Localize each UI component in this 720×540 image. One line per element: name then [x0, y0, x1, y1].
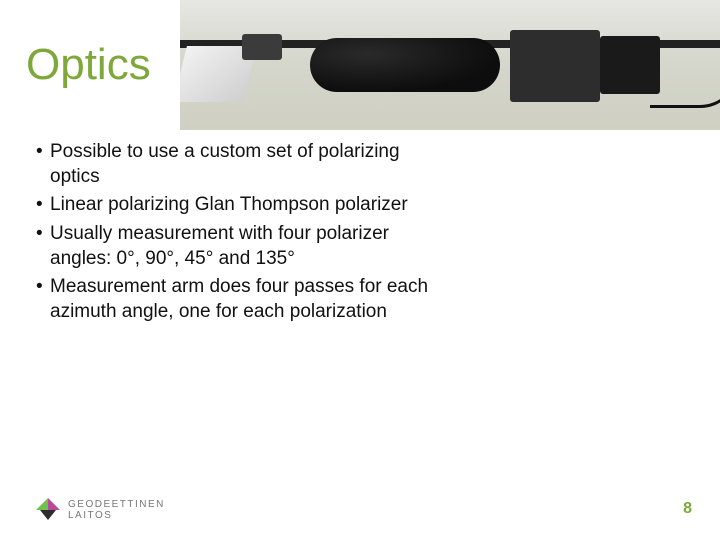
- logo-tri-left: [36, 498, 48, 510]
- footer: GEODEETTINEN LAITOS 8: [0, 480, 720, 540]
- small-mount: [242, 34, 282, 60]
- slide-title: Optics: [26, 40, 151, 90]
- optics-tube: [310, 38, 500, 92]
- hero-photo: [180, 0, 720, 130]
- logo-tri-bottom: [40, 510, 56, 520]
- bullet-item: Linear polarizing Glan Thompson polarize…: [36, 193, 436, 218]
- bullet-list: Possible to use a custom set of polarizi…: [36, 140, 436, 329]
- cable: [650, 58, 720, 108]
- footer-logo: GEODEETTINEN LAITOS: [36, 498, 165, 522]
- footer-logo-line2: LAITOS: [68, 510, 165, 521]
- logo-tri-right: [48, 498, 60, 510]
- mount-block: [510, 30, 600, 102]
- bullet-item: Measurement arm does four passes for eac…: [36, 275, 436, 324]
- footer-logo-text: GEODEETTINEN LAITOS: [68, 499, 165, 521]
- logo-mark-icon: [36, 498, 60, 522]
- footer-logo-line1: GEODEETTINEN: [68, 499, 165, 510]
- bullet-item: Possible to use a custom set of polarizi…: [36, 140, 436, 189]
- slide: { "title": { "text": "Optics", "color": …: [0, 0, 720, 540]
- page-number: 8: [683, 500, 692, 518]
- bullet-item: Usually measurement with four polarizer …: [36, 222, 436, 271]
